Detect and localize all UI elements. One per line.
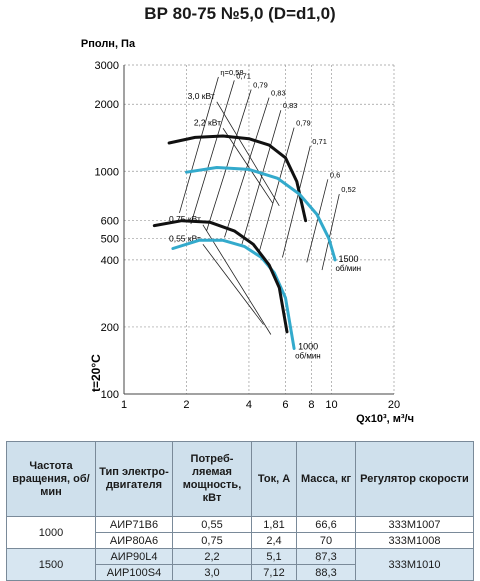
header-mass: Масса, кг xyxy=(296,441,356,517)
cell-mass: 87,3 xyxy=(296,548,356,565)
cell-current: 5,1 xyxy=(251,548,297,565)
efficiency-label: η=0,58 xyxy=(220,68,243,77)
efficiency-label: 0,79 xyxy=(296,119,311,128)
efficiency-line xyxy=(282,145,311,258)
cell-motor: АИР80А6 xyxy=(95,532,173,549)
cell-speed: 1500 xyxy=(6,548,96,581)
y-tick-label: 1000 xyxy=(95,166,119,178)
header-regulator: Регулятор скорости xyxy=(355,441,474,517)
power-line xyxy=(222,128,273,204)
cell-current: 2,4 xyxy=(251,532,297,549)
y-tick-label: 100 xyxy=(101,389,119,401)
fan-performance-chart: 1 2 4 6 8 10 20 100 200 400 500 600 1000 2000 3000 Рпол… xyxy=(81,38,414,425)
cell-speed: 1000 xyxy=(6,516,96,549)
cell-mass: 66,6 xyxy=(296,516,356,533)
x-tick-label: 2 xyxy=(183,399,189,411)
cell-power: 0,75 xyxy=(172,532,252,549)
performance-curve xyxy=(171,238,296,350)
table-row: 1500 АИР90L4 2,2 5,1 87,3 333М1010 xyxy=(6,548,474,581)
cell-motor: АИР90L4 xyxy=(95,548,173,565)
x-tick-label: 10 xyxy=(325,399,337,411)
cell-regulator: 333М1008 xyxy=(355,532,474,549)
efficiency-label: 0,71 xyxy=(312,137,327,146)
cell-mass: 88,3 xyxy=(296,564,356,581)
power-label: 0,75 кВт xyxy=(169,214,201,224)
power-line xyxy=(202,244,264,325)
fan-specs-table: Частота вращения, об/мин Тип электро- дв… xyxy=(6,441,474,581)
speed-annotation: 1500 xyxy=(338,254,358,264)
efficiency-label: 0,52 xyxy=(341,185,356,194)
x-tick-label: 8 xyxy=(308,399,314,411)
y-tick-label: 2000 xyxy=(95,99,119,111)
y-tick-label: 500 xyxy=(101,233,119,245)
efficiency-label: 0,83 xyxy=(283,101,298,110)
performance-curve xyxy=(167,134,308,223)
efficiency-line xyxy=(190,80,235,225)
header-speed: Частота вращения, об/мин xyxy=(6,441,96,517)
x-tick-label: 1 xyxy=(121,399,127,411)
cell-mass: 70 xyxy=(296,532,356,549)
table-header-row: Частота вращения, об/мин Тип электро- дв… xyxy=(6,441,474,517)
efficiency-label: 0,6 xyxy=(330,170,340,179)
power-label: 2,2 кВт xyxy=(194,117,221,127)
efficiency-line xyxy=(241,110,282,245)
x-tick-label: 4 xyxy=(246,399,252,411)
cell-motor: АИР71В6 xyxy=(95,516,173,533)
y-tick-label: 3000 xyxy=(95,60,119,72)
efficiency-line xyxy=(321,193,340,271)
power-line xyxy=(202,224,272,335)
cell-motor: АИР100S4 xyxy=(95,564,173,581)
speed-annotation-unit: об/мин xyxy=(335,264,361,273)
efficiency-line xyxy=(224,97,270,238)
header-motor-type: Тип электро- двигателя xyxy=(95,441,173,517)
performance-curve xyxy=(152,219,289,334)
efficiency-label: 0,79 xyxy=(253,80,268,89)
x-tick-label: 6 xyxy=(282,399,288,411)
header-current: Ток, А xyxy=(251,441,297,517)
cell-current: 7,12 xyxy=(251,564,297,581)
x-axis-label: Qх10³, м³/ч xyxy=(356,413,414,425)
power-line xyxy=(216,101,280,206)
header-power: Потреб- ляемая мощность, кВт xyxy=(172,441,252,517)
y-tick-label: 600 xyxy=(101,216,119,228)
power-label: 3,0 кВт xyxy=(188,91,215,101)
power-label: 0,55 кВт xyxy=(169,233,201,243)
cell-power: 0,55 xyxy=(172,516,252,533)
efficiency-line xyxy=(206,89,252,231)
speed-annotation-unit: об/мин xyxy=(295,351,321,360)
efficiency-line xyxy=(259,127,295,251)
cell-regulator: 333М1010 xyxy=(355,548,474,581)
y-axis-label: Рполн, Па xyxy=(81,38,136,50)
cell-regulator: 333М1007 xyxy=(355,516,474,533)
efficiency-label: 0,71 xyxy=(236,71,251,80)
y-tick-label: 400 xyxy=(101,255,119,267)
temperature-label: t=20°С xyxy=(89,354,103,392)
efficiency-line xyxy=(306,179,329,263)
efficiency-label: 0,83 xyxy=(271,89,286,98)
cell-current: 1,81 xyxy=(251,516,297,533)
y-tick-label: 200 xyxy=(101,322,119,334)
speed-annotation: 1000 xyxy=(298,341,318,351)
x-tick-label: 20 xyxy=(388,399,400,411)
efficiency-line xyxy=(179,76,219,214)
table-row: 1000 АИР71В6 0,55 1,81 66,6 333М1007 xyxy=(6,516,474,549)
cell-power: 3,0 xyxy=(172,564,252,581)
chart-title: ВР 80-75 №5,0 (D=d1,0) xyxy=(144,4,336,23)
cell-power: 2,2 xyxy=(172,548,252,565)
performance-curve xyxy=(185,166,337,262)
